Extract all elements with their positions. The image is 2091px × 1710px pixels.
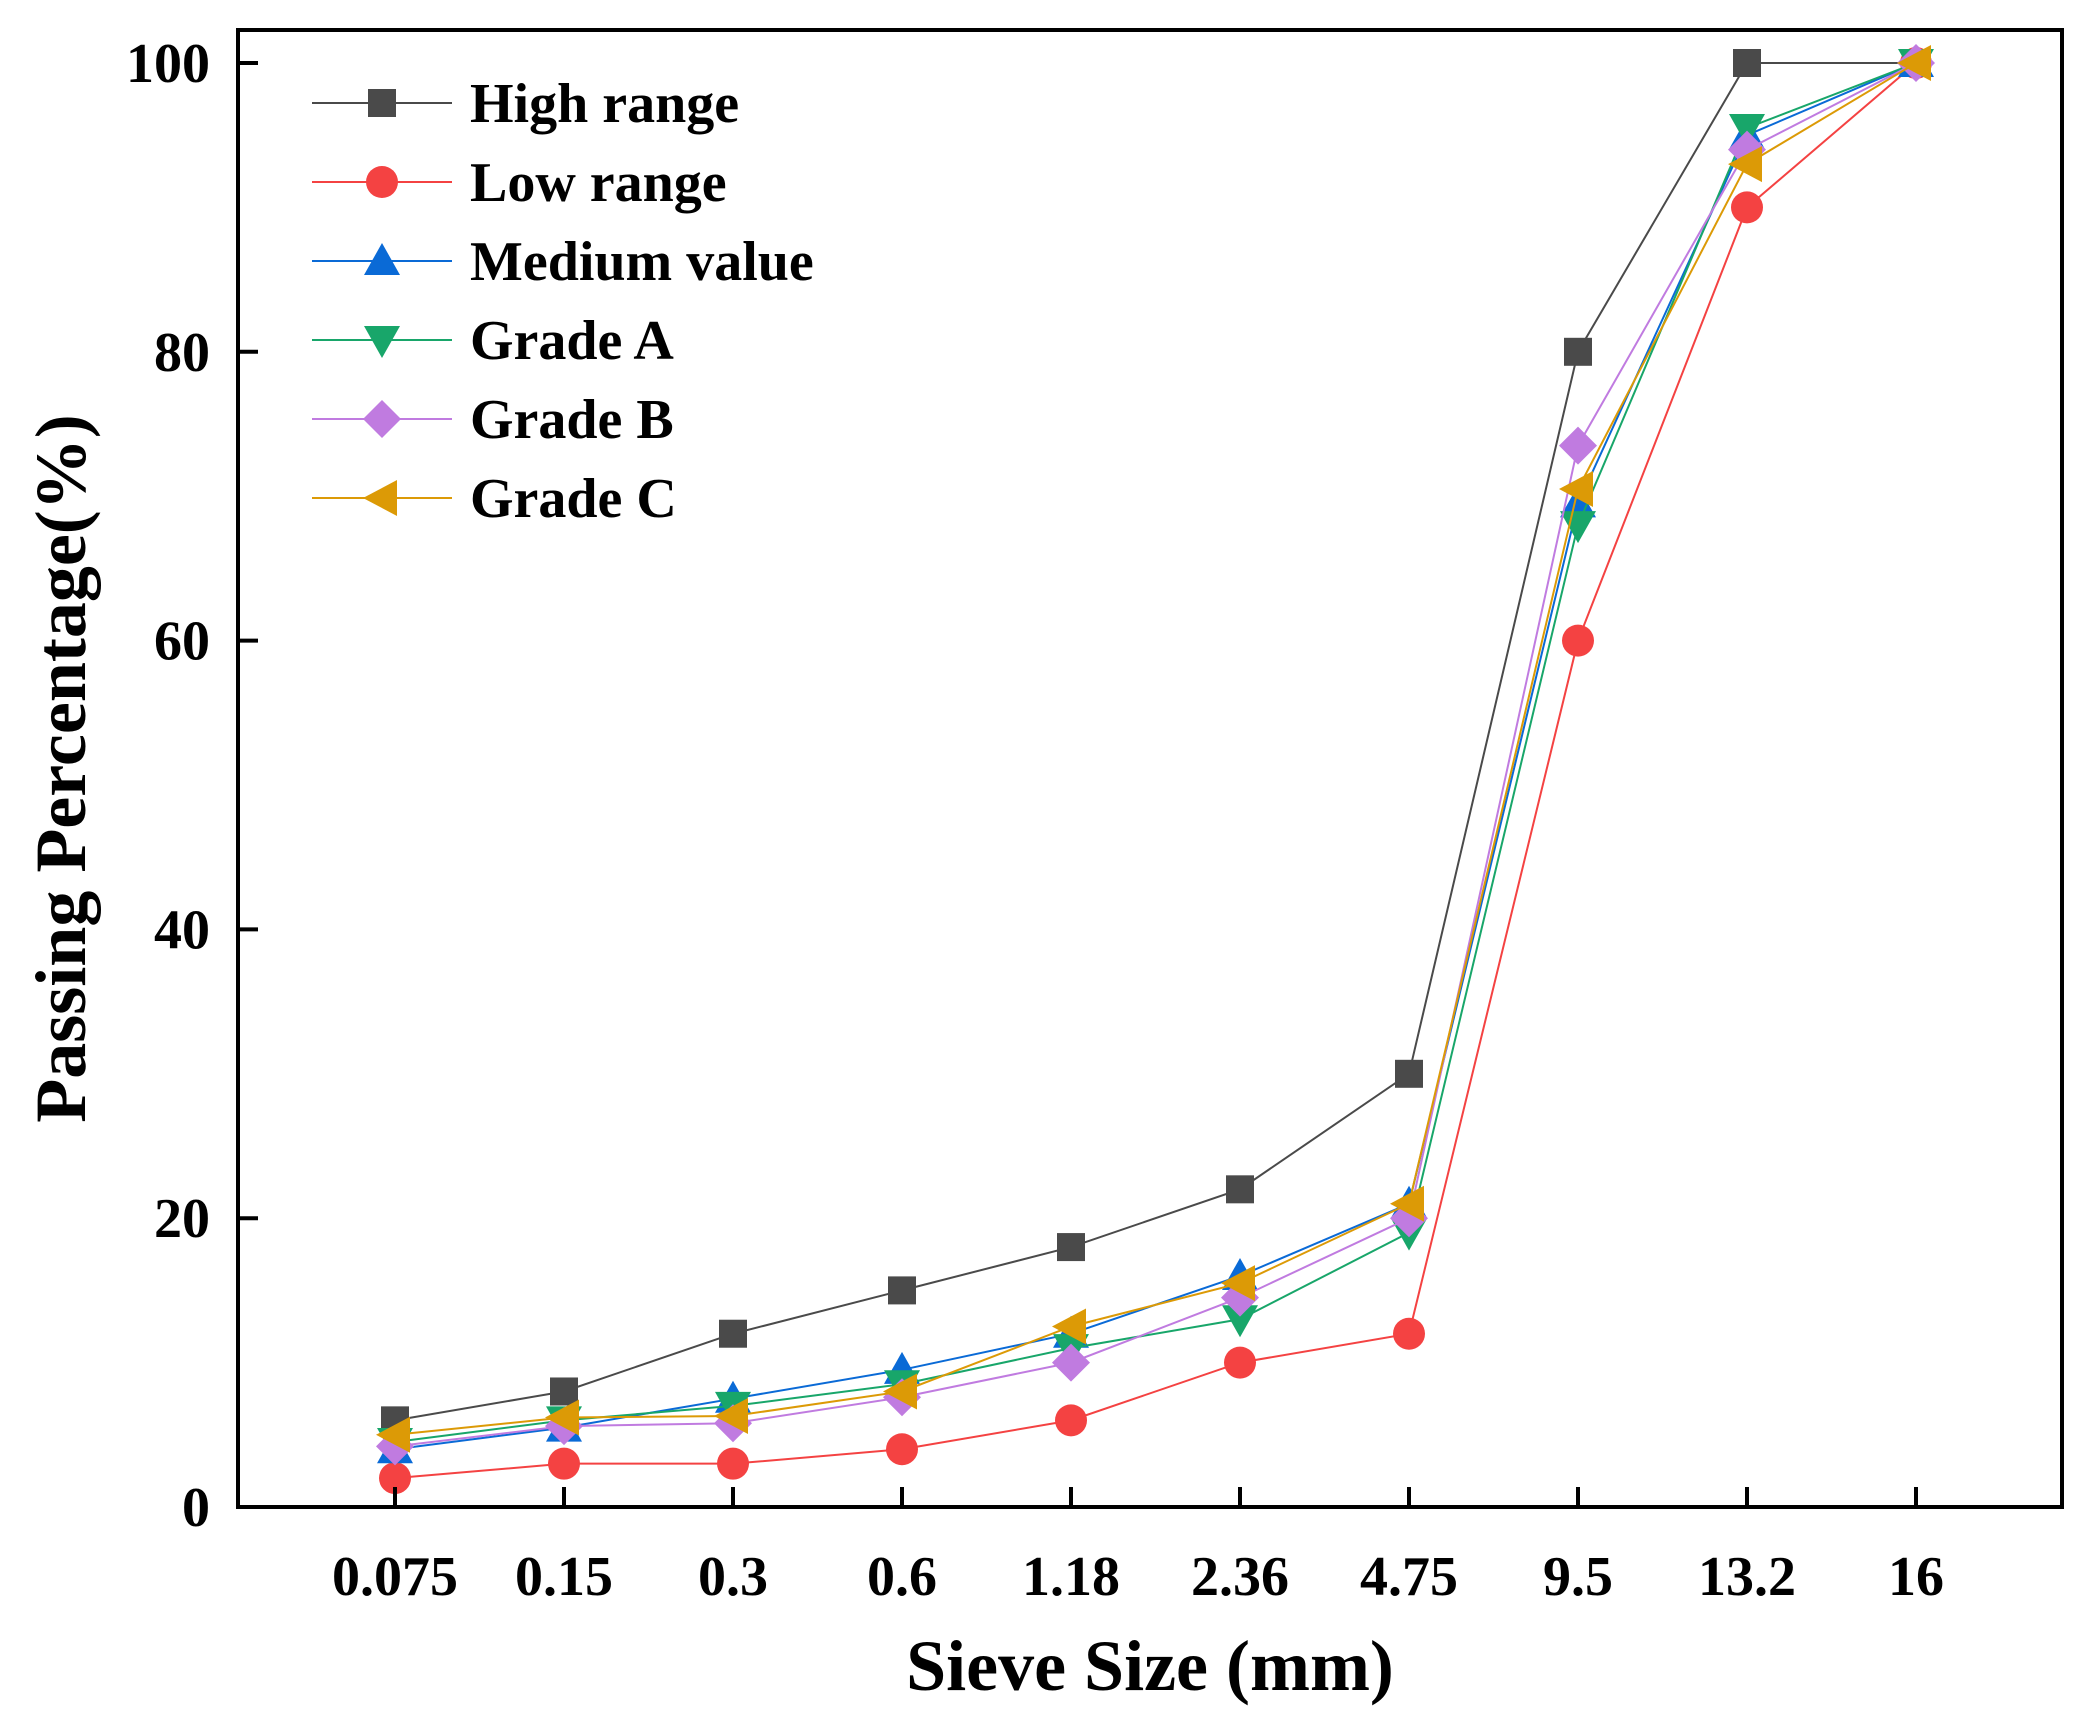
data-point xyxy=(1731,191,1763,224)
data-point xyxy=(1564,337,1592,366)
y-tick-label: 40 xyxy=(154,899,210,961)
axes-layer: 0 20 40 60 80 100 0.075 0.15 0.3 0.6 1.18 2.36 4.75 9… xyxy=(126,33,1944,1608)
x-tick-label: 0.6 xyxy=(867,1546,937,1608)
data-point xyxy=(1728,146,1762,183)
data-point xyxy=(883,1373,917,1410)
data-point xyxy=(1224,1346,1256,1379)
legend-item: Grade A xyxy=(312,310,674,372)
data-point xyxy=(1222,1305,1258,1338)
data-point xyxy=(545,1399,579,1436)
legend-item: High range xyxy=(312,73,739,135)
data-point xyxy=(1395,1059,1423,1088)
data-point xyxy=(1562,624,1594,657)
y-tick-label: 0 xyxy=(182,1477,210,1539)
data-point xyxy=(886,1433,918,1466)
series-high-range xyxy=(381,49,1930,1435)
data-point xyxy=(1559,426,1597,465)
legend-item: Grade B xyxy=(312,389,674,451)
data-point xyxy=(550,1377,578,1406)
legend-marker xyxy=(363,480,397,516)
legend-item: Medium value xyxy=(312,231,814,293)
legend-marker xyxy=(363,400,401,438)
y-tick-label: 100 xyxy=(126,33,210,95)
series-line xyxy=(394,62,1917,1480)
legend-label: Grade B xyxy=(470,389,674,451)
data-point xyxy=(1052,1343,1090,1382)
x-tick-label: 0.15 xyxy=(515,1546,613,1608)
data-point xyxy=(714,1398,748,1435)
data-point xyxy=(1897,45,1931,81)
data-point xyxy=(1560,485,1596,518)
legend-label: Grade C xyxy=(470,468,677,530)
x-tick-label: 9.5 xyxy=(1543,1546,1613,1608)
x-tick-label: 13.2 xyxy=(1698,1546,1796,1608)
series-line xyxy=(394,62,1916,1422)
data-point xyxy=(548,1447,580,1480)
series-line xyxy=(394,62,1917,1436)
data-point xyxy=(719,1319,747,1348)
legend-label: Medium value xyxy=(470,231,814,293)
data-point xyxy=(888,1276,916,1305)
series-grade-c xyxy=(376,45,1931,1453)
x-axis-title: Sieve Size (mm) xyxy=(906,1626,1394,1706)
data-point xyxy=(1560,511,1596,544)
series-line xyxy=(394,62,1917,1448)
data-point xyxy=(1221,1265,1255,1302)
data-point xyxy=(1055,1404,1087,1437)
legend-marker xyxy=(368,89,396,117)
data-point xyxy=(1729,113,1765,146)
x-tick-label: 4.75 xyxy=(1360,1546,1458,1608)
legend-label: High range xyxy=(470,73,739,135)
data-point xyxy=(376,1416,410,1453)
data-point xyxy=(1559,470,1593,507)
data-point xyxy=(1393,1317,1425,1350)
data-point xyxy=(717,1447,749,1480)
data-point xyxy=(1052,1308,1086,1345)
y-tick-label: 20 xyxy=(154,1188,210,1250)
plot-area-frame xyxy=(236,28,2064,1509)
legend-label: Low range xyxy=(470,152,727,214)
y-tick-label: 60 xyxy=(154,611,210,673)
series-low-range xyxy=(379,47,1932,1495)
y-axis-title: Passing Percentage(%) xyxy=(21,414,101,1123)
y-tick-label: 80 xyxy=(154,322,210,384)
data-point xyxy=(1390,1185,1424,1222)
data-point xyxy=(1733,49,1761,77)
x-tick-label: 2.36 xyxy=(1191,1546,1289,1608)
legend-marker xyxy=(366,166,398,198)
data-point xyxy=(1057,1233,1085,1262)
x-tick-label: 0.075 xyxy=(332,1546,458,1608)
legend-item: Low range xyxy=(312,152,727,214)
legend: High range Low range Medium value Grade A Gr… xyxy=(312,73,814,530)
legend-marker xyxy=(364,243,400,275)
legend-marker xyxy=(364,326,400,358)
x-tick-label: 16 xyxy=(1888,1546,1944,1608)
x-tick-label: 0.3 xyxy=(698,1546,768,1608)
legend-label: Grade A xyxy=(470,310,674,372)
x-tick-label: 1.18 xyxy=(1022,1546,1120,1608)
data-point xyxy=(1226,1175,1254,1204)
data-point xyxy=(379,1462,411,1495)
series-layer xyxy=(376,44,1935,1495)
legend-item: Grade C xyxy=(312,468,677,530)
